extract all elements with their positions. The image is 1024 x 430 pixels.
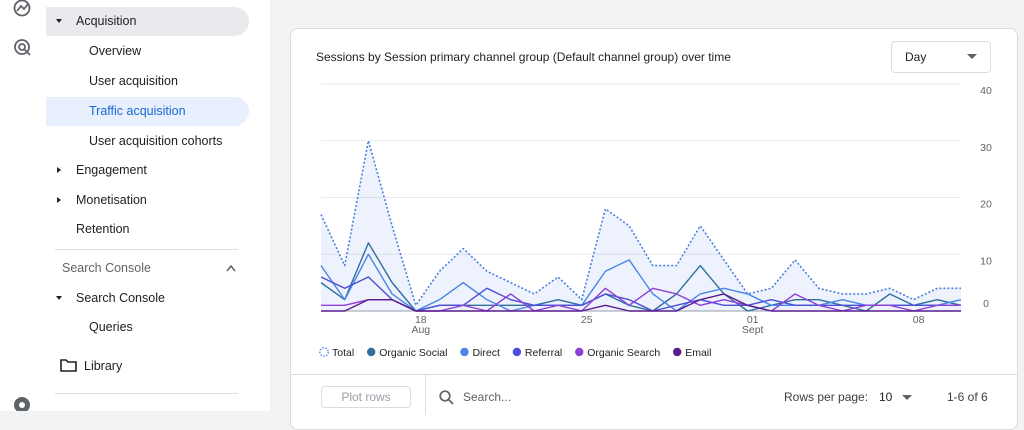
search-icon — [439, 390, 454, 405]
nav-item[interactable]: Retention — [76, 222, 130, 236]
legend-label: Referral — [525, 347, 562, 359]
dropdown-value: Day — [905, 50, 927, 64]
nav-item[interactable]: Search Console — [76, 291, 165, 305]
legend-label: Organic Social — [379, 347, 447, 359]
chart-card: Sessions by Session primary channel grou… — [290, 28, 1018, 430]
legend-item[interactable]: Organic Search — [575, 347, 660, 359]
explore-icon[interactable] — [14, 39, 31, 56]
chart: 0 10 20 30 40 18 Aug 25 01 Sept 08 Total Organic Soc… — [319, 83, 992, 359]
legend-marker — [512, 347, 522, 357]
x-tick-label: 25 — [581, 314, 593, 326]
legend-marker — [575, 347, 584, 357]
caret-right — [57, 197, 61, 203]
legend-marker — [460, 347, 469, 357]
legend-item[interactable]: Email — [673, 347, 711, 359]
legend-marker — [319, 347, 329, 357]
nav-item[interactable]: Monetisation — [76, 193, 147, 207]
nav-item[interactable]: Traffic acquisition — [89, 104, 186, 118]
legend-marker — [366, 347, 376, 357]
legend-label: Total — [332, 347, 354, 359]
select-arrow — [902, 395, 912, 400]
nav-item[interactable]: Acquisition — [76, 14, 137, 28]
y-tick-label: 20 — [980, 199, 992, 211]
nav-item[interactable]: User acquisition cohorts — [89, 134, 223, 148]
active-bg — [46, 97, 249, 126]
section-header[interactable]: Search Console — [62, 261, 151, 275]
rail-icons — [13, 0, 31, 413]
nav-item[interactable]: User acquisition — [89, 74, 178, 88]
divider — [55, 249, 238, 250]
nav-icons — [56, 19, 236, 372]
series-line — [321, 293, 961, 312]
settings-icon[interactable] — [14, 397, 30, 413]
divider — [291, 374, 1017, 375]
icon-rail — [0, 0, 45, 413]
caret-down — [56, 19, 62, 23]
legend-label: Organic Search — [587, 347, 660, 359]
plot-rows-button[interactable]: Plot rows — [321, 386, 411, 408]
y-tick-label: 30 — [980, 142, 992, 154]
divider — [55, 393, 238, 394]
legend-item[interactable]: Referral — [512, 347, 563, 359]
granularity-dropdown[interactable]: Day — [891, 41, 991, 73]
legend-label: Email — [685, 347, 711, 359]
caret-right — [57, 167, 61, 173]
rows-per-page-label: Rows per page: — [784, 390, 869, 404]
y-tick-label: 40 — [980, 85, 992, 97]
folder-icon — [60, 359, 77, 372]
x-tick-label: 01 Sept — [742, 314, 764, 336]
legend-item[interactable]: Organic Social — [366, 347, 447, 359]
search-input[interactable]: Search... — [463, 390, 512, 404]
series-line — [320, 139, 961, 307]
sidebar: Acquisition Overview User acquisition Tr… — [45, 0, 270, 411]
legend-item[interactable]: Direct — [460, 347, 500, 359]
area — [321, 140, 961, 311]
nav-item[interactable]: Library — [84, 359, 123, 373]
caret-down — [56, 296, 62, 300]
nav-item[interactable]: Overview — [89, 44, 142, 58]
dropdown-arrow — [967, 54, 977, 59]
pagination: 1-6 of 6 — [947, 390, 988, 404]
nav-item[interactable]: Engagement — [76, 163, 147, 177]
legend-label: Direct — [472, 347, 500, 359]
legend-item[interactable]: Total — [319, 347, 354, 359]
series-line — [320, 253, 962, 312]
divider — [425, 375, 426, 415]
legend-marker — [673, 347, 682, 357]
nav-item[interactable]: Queries — [89, 320, 133, 334]
chart-title: Sessions by Session primary channel grou… — [316, 50, 731, 64]
reports-icon[interactable] — [13, 0, 31, 17]
chevron-up[interactable] — [226, 264, 236, 272]
rows-per-page-select[interactable]: 10 — [879, 390, 893, 404]
y-tick-label: 0 — [983, 298, 989, 310]
selected-bg — [46, 7, 249, 36]
x-tick-label: 18 Aug — [411, 314, 430, 336]
y-tick-label: 10 — [980, 255, 992, 267]
series-line — [320, 276, 961, 312]
x-tick-label: 08 — [913, 314, 925, 326]
